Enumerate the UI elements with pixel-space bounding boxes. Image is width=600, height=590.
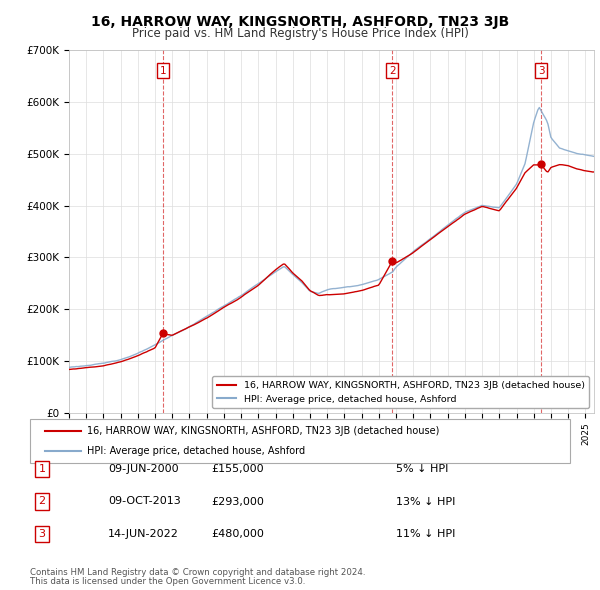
Text: 1: 1 <box>160 66 166 76</box>
Text: 2: 2 <box>389 66 395 76</box>
Text: 2: 2 <box>38 497 46 506</box>
Text: 09-OCT-2013: 09-OCT-2013 <box>108 497 181 506</box>
Legend: 16, HARROW WAY, KINGSNORTH, ASHFORD, TN23 3JB (detached house), HPI: Average pri: 16, HARROW WAY, KINGSNORTH, ASHFORD, TN2… <box>212 376 589 408</box>
Text: 16, HARROW WAY, KINGSNORTH, ASHFORD, TN23 3JB: 16, HARROW WAY, KINGSNORTH, ASHFORD, TN2… <box>91 15 509 29</box>
Text: £155,000: £155,000 <box>211 464 264 474</box>
Text: 16, HARROW WAY, KINGSNORTH, ASHFORD, TN23 3JB (detached house): 16, HARROW WAY, KINGSNORTH, ASHFORD, TN2… <box>87 427 439 436</box>
Text: Contains HM Land Registry data © Crown copyright and database right 2024.: Contains HM Land Registry data © Crown c… <box>30 568 365 577</box>
Text: This data is licensed under the Open Government Licence v3.0.: This data is licensed under the Open Gov… <box>30 578 305 586</box>
Text: £480,000: £480,000 <box>211 529 264 539</box>
Text: 09-JUN-2000: 09-JUN-2000 <box>108 464 179 474</box>
Text: 5% ↓ HPI: 5% ↓ HPI <box>396 464 448 474</box>
Text: HPI: Average price, detached house, Ashford: HPI: Average price, detached house, Ashf… <box>87 446 305 455</box>
Text: 3: 3 <box>38 529 46 539</box>
Text: Price paid vs. HM Land Registry's House Price Index (HPI): Price paid vs. HM Land Registry's House … <box>131 27 469 40</box>
Text: 1: 1 <box>38 464 46 474</box>
Text: 13% ↓ HPI: 13% ↓ HPI <box>396 497 455 506</box>
Text: 11% ↓ HPI: 11% ↓ HPI <box>396 529 455 539</box>
Text: 14-JUN-2022: 14-JUN-2022 <box>108 529 179 539</box>
Text: 3: 3 <box>538 66 545 76</box>
Text: £293,000: £293,000 <box>211 497 264 506</box>
